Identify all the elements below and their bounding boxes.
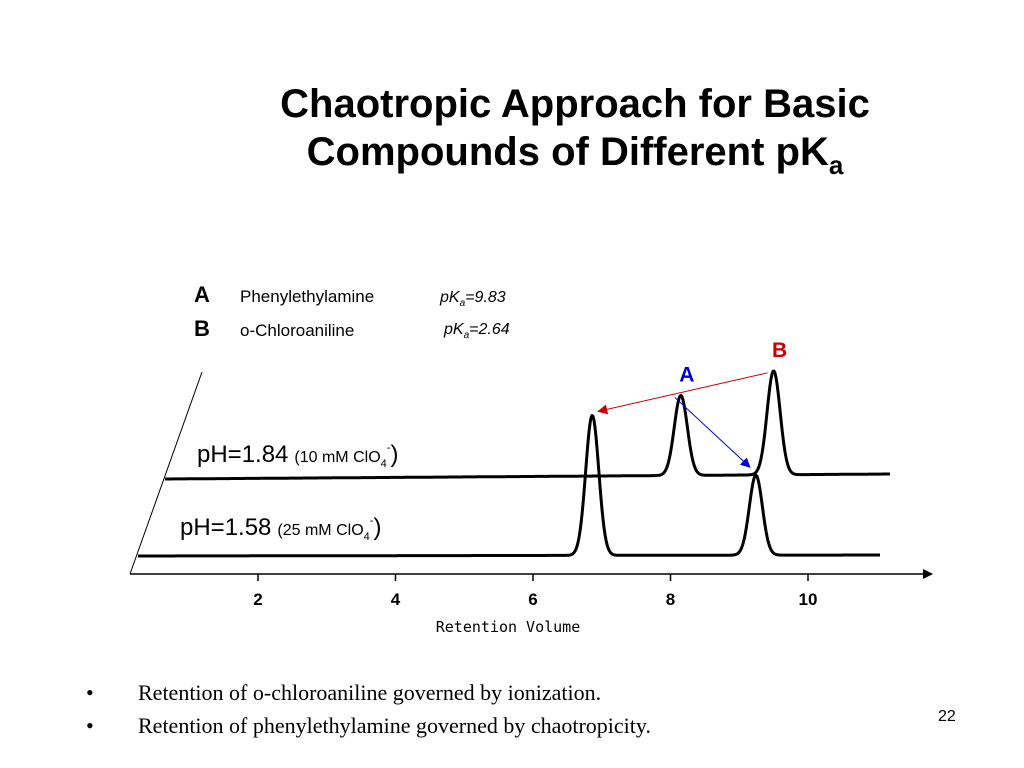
- title-subscript: a: [828, 150, 844, 180]
- series-label-ph-1-58: pH=1.58 (25 mM ClO4-): [180, 514, 381, 543]
- series-label-close-1: ): [373, 514, 381, 541]
- title-line-1: Chaotropic Approach for Basic: [280, 82, 870, 126]
- bullet-symbol: •: [86, 713, 94, 738]
- series-label-sup-1: -: [370, 515, 374, 527]
- bullet-item: • Retention of o-chloroaniline governed b…: [86, 676, 651, 709]
- page-number: 22: [938, 708, 956, 725]
- annotation-b: B: [772, 339, 787, 362]
- legend-pka-prefix-a: pK: [439, 289, 461, 306]
- series-label-paren-1: (25 mM ClO: [277, 522, 363, 539]
- legend-letter-b: B: [194, 316, 210, 341]
- chromatogram-chart: A Phenylethylamine pKa=9.83 B o-Chloroan…: [129, 282, 933, 636]
- series-label-ph-1-84: pH=1.84 (10 mM ClO4-): [197, 441, 398, 470]
- trace-ph-1-58: [137, 414, 881, 558]
- bullet-text: Retention of phenylethylamine governed b…: [138, 713, 651, 738]
- series-label-sup-0: -: [387, 442, 391, 454]
- arrow-compound-a-shift: [674, 397, 751, 468]
- x-tick-label: 10: [799, 590, 818, 609]
- series-label-sub-0: 4: [381, 458, 387, 470]
- legend-pka-a: pKa=9.83: [439, 289, 506, 309]
- legend-compound-a: Phenylethylamine: [240, 287, 374, 306]
- trace-ph-1-84: [164, 369, 891, 481]
- slide-title: Chaotropic Approach for Basic Compounds …: [190, 80, 960, 189]
- series-label-main-0: pH=1.84: [197, 441, 288, 468]
- bullet-list: • Retention of o-chloroaniline governed b…: [86, 676, 651, 742]
- arrow-compound-b-shift: [597, 372, 768, 415]
- series-label-main-1: pH=1.58: [180, 514, 271, 541]
- legend-pka-b: pKa=2.64: [443, 321, 510, 341]
- series-label-sub-1: 4: [364, 531, 370, 543]
- x-axis-label: Retention Volume: [436, 618, 581, 636]
- legend-pka-prefix-b: pK: [443, 321, 465, 338]
- bullet-item: • Retention of phenylethylamine governed …: [86, 709, 651, 742]
- legend: A Phenylethylamine pKa=9.83 B o-Chloroan…: [194, 282, 510, 341]
- annotation-a: A: [679, 363, 694, 386]
- legend-letter-a: A: [194, 282, 210, 307]
- legend-pka-sub-b: a: [464, 330, 470, 341]
- bullet-text: Retention of o-chloroaniline governed by…: [138, 680, 602, 705]
- depth-axis: [129, 371, 203, 575]
- title-line-2: Compounds of Different pK: [306, 130, 829, 174]
- legend-pka-value-b: =2.64: [469, 321, 510, 338]
- series-label-close-0: ): [390, 441, 398, 468]
- x-tick-label: 4: [391, 590, 401, 609]
- bullet-symbol: •: [86, 680, 94, 705]
- legend-pka-sub-a: a: [460, 298, 466, 309]
- x-tick-group: 2 4 6 8 10: [253, 574, 817, 609]
- legend-compound-b: o-Chloroaniline: [240, 321, 354, 340]
- x-tick-label: 6: [528, 590, 537, 609]
- series-label-paren-0: (10 mM ClO: [294, 449, 380, 466]
- legend-pka-value-a: =9.83: [465, 289, 506, 306]
- x-tick-label: 8: [666, 590, 675, 609]
- x-tick-label: 2: [253, 590, 262, 609]
